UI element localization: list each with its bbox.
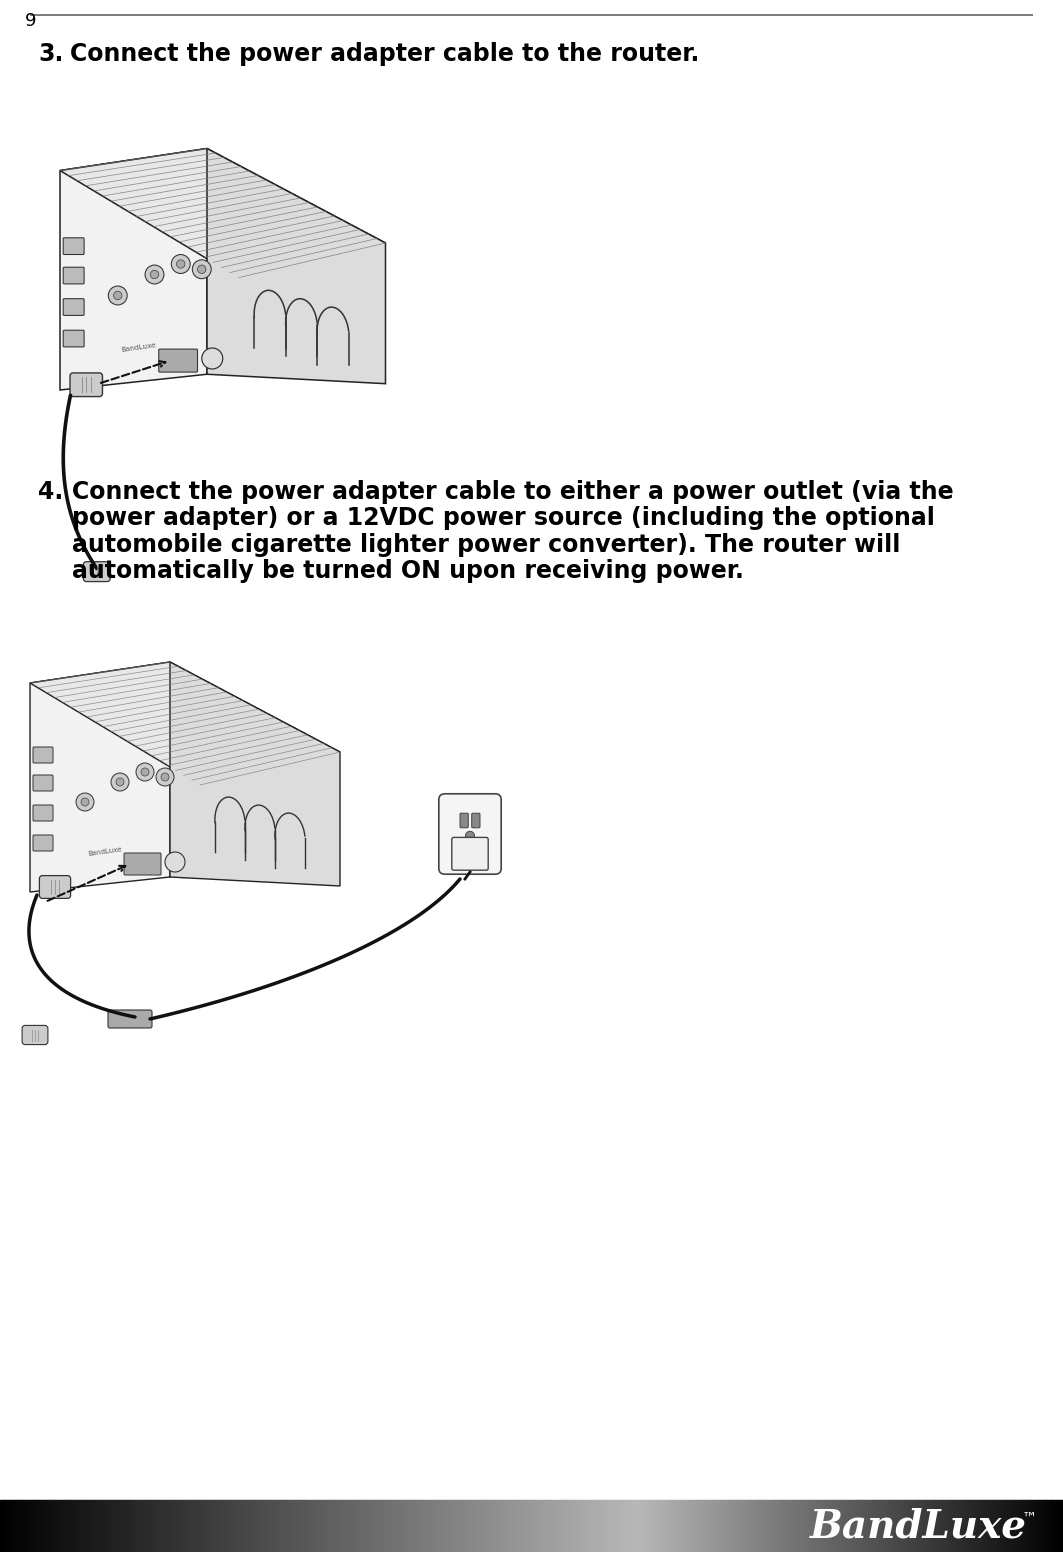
FancyBboxPatch shape bbox=[124, 854, 161, 875]
Text: Connect the power adapter cable to either a power outlet (via the: Connect the power adapter cable to eithe… bbox=[72, 480, 954, 504]
FancyBboxPatch shape bbox=[158, 349, 198, 372]
Polygon shape bbox=[170, 663, 340, 886]
Text: 4.: 4. bbox=[38, 480, 64, 504]
Text: BandLuxe: BandLuxe bbox=[121, 343, 156, 354]
FancyBboxPatch shape bbox=[439, 793, 501, 874]
Circle shape bbox=[116, 778, 124, 785]
Circle shape bbox=[141, 768, 149, 776]
FancyBboxPatch shape bbox=[63, 331, 84, 348]
FancyBboxPatch shape bbox=[63, 237, 84, 255]
Circle shape bbox=[165, 852, 185, 872]
FancyBboxPatch shape bbox=[452, 838, 488, 871]
FancyBboxPatch shape bbox=[70, 372, 102, 397]
FancyBboxPatch shape bbox=[33, 774, 53, 792]
Text: power adapter) or a 12VDC power source (including the optional: power adapter) or a 12VDC power source (… bbox=[72, 506, 934, 531]
FancyBboxPatch shape bbox=[63, 267, 84, 284]
FancyBboxPatch shape bbox=[39, 875, 70, 899]
Text: BandLuxe: BandLuxe bbox=[810, 1507, 1027, 1544]
Polygon shape bbox=[30, 663, 170, 892]
FancyBboxPatch shape bbox=[33, 835, 53, 850]
FancyBboxPatch shape bbox=[33, 747, 53, 764]
Circle shape bbox=[114, 292, 122, 300]
Circle shape bbox=[108, 286, 128, 304]
Circle shape bbox=[136, 764, 154, 781]
Text: 3.: 3. bbox=[38, 42, 64, 67]
FancyBboxPatch shape bbox=[22, 1026, 48, 1044]
Circle shape bbox=[171, 255, 190, 273]
FancyBboxPatch shape bbox=[83, 562, 111, 582]
Circle shape bbox=[81, 798, 89, 805]
Polygon shape bbox=[60, 149, 386, 278]
FancyBboxPatch shape bbox=[33, 805, 53, 821]
Circle shape bbox=[150, 270, 158, 279]
Circle shape bbox=[202, 348, 223, 369]
Circle shape bbox=[156, 768, 174, 785]
Circle shape bbox=[145, 265, 164, 284]
Circle shape bbox=[176, 259, 185, 268]
FancyBboxPatch shape bbox=[460, 813, 469, 827]
FancyBboxPatch shape bbox=[472, 813, 480, 827]
FancyBboxPatch shape bbox=[63, 298, 84, 315]
Circle shape bbox=[75, 793, 94, 812]
Circle shape bbox=[111, 773, 129, 792]
Polygon shape bbox=[207, 149, 386, 383]
Circle shape bbox=[466, 832, 474, 840]
Circle shape bbox=[198, 265, 206, 273]
Polygon shape bbox=[60, 149, 207, 390]
Text: Connect the power adapter cable to the router.: Connect the power adapter cable to the r… bbox=[70, 42, 699, 67]
Text: automatically be turned ON upon receiving power.: automatically be turned ON upon receivin… bbox=[72, 559, 744, 584]
Circle shape bbox=[192, 259, 212, 279]
Text: ™: ™ bbox=[1022, 1510, 1037, 1526]
Text: 9: 9 bbox=[26, 12, 36, 29]
Circle shape bbox=[161, 773, 169, 781]
Text: BandLuxe: BandLuxe bbox=[87, 847, 122, 857]
Polygon shape bbox=[30, 663, 340, 785]
Text: automobile cigarette lighter power converter). The router will: automobile cigarette lighter power conve… bbox=[72, 532, 900, 557]
FancyBboxPatch shape bbox=[108, 1010, 152, 1027]
